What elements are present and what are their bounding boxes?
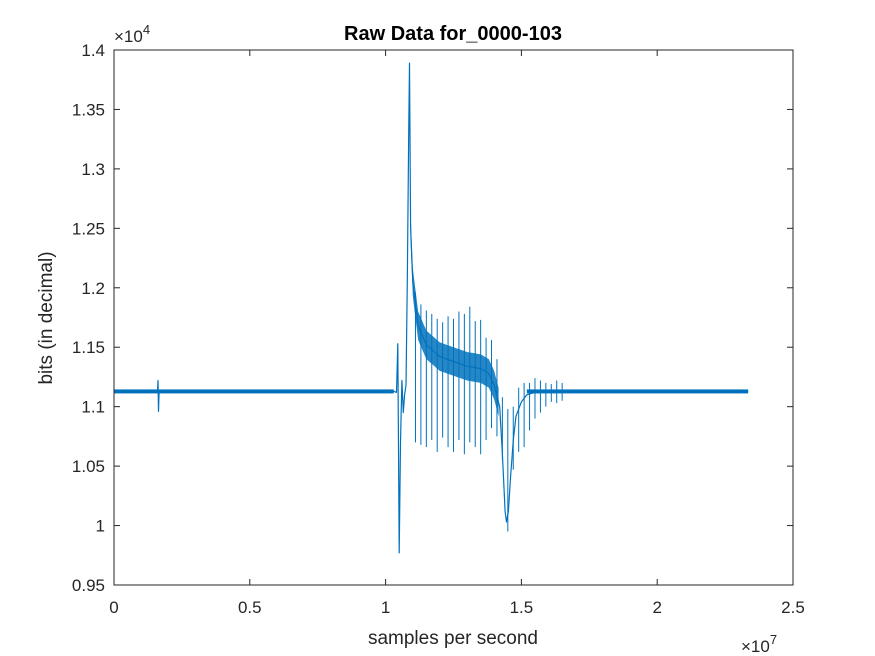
x-tick-label: 0 [109, 598, 118, 617]
chart-title: Raw Data for_0000-103 [344, 23, 562, 45]
y-exponent-text: 4 [143, 22, 150, 37]
y-tick-label: 1.2 [81, 279, 105, 298]
series-layer [114, 62, 749, 554]
signal-noise-envelope [410, 214, 499, 417]
y-tick-label: 0.95 [72, 576, 105, 595]
y-tick-label: 1.15 [72, 338, 105, 357]
y-tick-label: 1.3 [81, 160, 105, 179]
x-multiplier-text: ×10 [741, 637, 770, 656]
x-axis-ticks: 0 0.5 1 1.5 2 2.5 [109, 50, 805, 617]
axes-box [113, 49, 794, 586]
y-tick-label: 1.35 [72, 100, 105, 119]
y-tick-label: 1.1 [81, 398, 105, 417]
y-tick-label: 1.05 [72, 457, 105, 476]
y-tick-label: 1 [96, 517, 105, 536]
x-tick-label: 1.5 [510, 598, 534, 617]
x-exponent-text: 7 [770, 632, 777, 647]
y-axis-ticks: 0.95 1 1.05 1.1 1.15 1.2 1.25 1.3 1.35 1.4 [72, 41, 793, 595]
x-axis-label: samples per second [368, 628, 538, 649]
plot-area-background [114, 50, 793, 585]
x-tick-label: 1 [381, 598, 390, 617]
x-tick-label: 2.5 [781, 598, 805, 617]
x-axis-exponent: ×107 [741, 632, 777, 656]
y-axis-label: bits (in decimal) [36, 251, 57, 384]
y-tick-label: 1.4 [81, 41, 105, 60]
x-tick-label: 0.5 [238, 598, 262, 617]
x-tick-label: 2 [652, 598, 661, 617]
y-multiplier-text: ×10 [114, 27, 143, 46]
y-tick-label: 1.25 [72, 219, 105, 238]
y-axis-exponent: ×104 [114, 22, 150, 46]
